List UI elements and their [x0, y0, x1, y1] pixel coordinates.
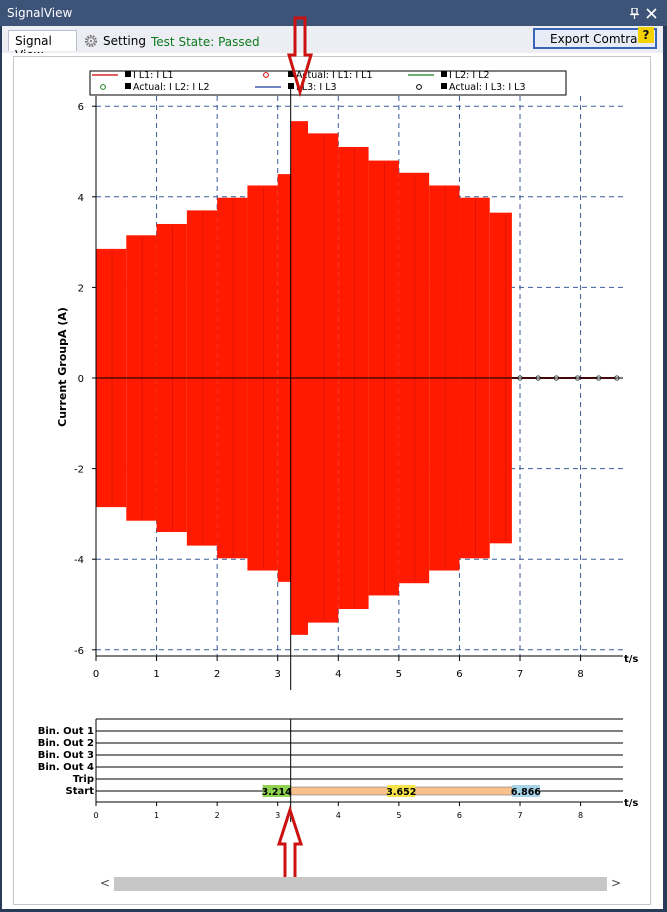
- time-marker-box: [387, 785, 416, 797]
- legend-square-swatch: [288, 71, 294, 77]
- legend-label: Actual: I L3: I L3: [449, 82, 526, 93]
- time-marker-box: [262, 785, 291, 797]
- legend-label: Actual: I L2: I L2: [133, 82, 210, 93]
- y-tick-label: -2: [74, 465, 84, 476]
- y-tick-label: 6: [78, 102, 84, 113]
- legend-circle-swatch: [416, 84, 422, 90]
- binary-x-tick-label: 8: [578, 811, 583, 820]
- window-title-bar: SignalView: [0, 0, 667, 26]
- legend-label: Actual: I L1: I L1: [296, 70, 373, 81]
- y-tick-label: 4: [78, 193, 84, 204]
- binary-x-tick-label: 5: [396, 811, 401, 820]
- time-marker-label: 6.866: [511, 787, 541, 798]
- current-chart[interactable]: 0 1 2 3 4 5 6 7 8 -6 -4 -2 0 2 4 6 Current GroupA (A) t…: [56, 70, 638, 680]
- legend-square-swatch: [125, 71, 131, 77]
- x-tick-label: 0: [93, 669, 99, 680]
- legend-label: I L2: I L2: [449, 70, 490, 81]
- x-axis-label: t/s: [624, 654, 638, 665]
- binary-x-tick-label: 6: [457, 811, 462, 820]
- legend-square-swatch: [441, 71, 447, 77]
- x-tick-label: 4: [335, 669, 341, 680]
- time-marker-label: 3.214: [262, 787, 292, 798]
- x-tick-label: 3: [275, 669, 281, 680]
- legend-square-swatch: [441, 83, 447, 89]
- scroll-right-icon[interactable]: >: [611, 876, 622, 890]
- legend-square-swatch: [125, 83, 131, 89]
- signal-label: Bin. Out 4: [38, 762, 94, 773]
- current-chart-axes: 0 1 2 3 4 5 6 7 8 -6 -4 -2 0 2 4 6: [74, 96, 623, 680]
- legend-label: I L1: I L1: [133, 70, 174, 81]
- x-tick-label: 8: [577, 669, 583, 680]
- tab-setting[interactable]: Setting: [80, 30, 146, 51]
- x-tick-label: 1: [153, 669, 159, 680]
- y-tick-label: 0: [78, 374, 84, 385]
- pin-icon[interactable]: [629, 8, 640, 19]
- y-tick-label: 2: [78, 283, 84, 294]
- y-tick-label: -6: [74, 646, 84, 657]
- toolbar: Signal View Setting Test State: Passed E…: [2, 26, 663, 62]
- gear-icon: [84, 34, 98, 48]
- y-axis-label: Current GroupA (A): [56, 307, 69, 427]
- legend-label: I L3: I L3: [296, 82, 337, 93]
- signal-label: Bin. Out 1: [38, 726, 94, 737]
- x-tick-label: 7: [517, 669, 523, 680]
- close-icon[interactable]: [646, 8, 657, 19]
- chart-legend: I L1: I L1 Actual: I L1: I L1 I L2: I L2Ac…: [89, 70, 567, 96]
- binary-x-tick-label: 0: [93, 811, 98, 820]
- time-marker-box: [511, 785, 540, 797]
- signal-label: Bin. Out 2: [38, 738, 94, 749]
- export-comtrade-button[interactable]: Export Comtrade ... ?: [533, 27, 657, 60]
- signal-label: Bin. Out 3: [38, 750, 94, 761]
- scroll-left-icon[interactable]: <: [100, 876, 111, 890]
- binary-x-tick-label: 4: [336, 811, 341, 820]
- binary-x-tick-label: 7: [517, 811, 522, 820]
- legend-circle-swatch: [100, 84, 106, 90]
- x-tick-label: 6: [456, 669, 462, 680]
- time-marker-label: 3.652: [386, 787, 416, 798]
- window-title: SignalView: [7, 6, 73, 20]
- binary-x-tick-label: 3: [275, 811, 280, 820]
- arrow-down-icon: [286, 16, 314, 98]
- x-tick-label: 2: [214, 669, 220, 680]
- y-tick-label: -4: [74, 555, 84, 566]
- binary-chart-axes: 0 1 2 3 4 5 6 7 8: [93, 719, 623, 820]
- horizontal-scrollbar-thumb[interactable]: [114, 877, 607, 891]
- test-state-status: Test State: Passed: [151, 35, 260, 49]
- binary-x-tick-label: 1: [154, 811, 159, 820]
- binary-x-tick-label: 2: [215, 811, 220, 820]
- plot-frame: [13, 56, 651, 905]
- binary-x-axis-label: t/s: [624, 798, 638, 809]
- signal-label: Start: [66, 786, 95, 797]
- x-tick-label: 5: [396, 669, 402, 680]
- tab-setting-label: Setting: [103, 34, 146, 48]
- legend-circle-swatch: [263, 72, 269, 78]
- help-icon[interactable]: ?: [638, 27, 654, 43]
- signal-label: Trip: [73, 774, 94, 785]
